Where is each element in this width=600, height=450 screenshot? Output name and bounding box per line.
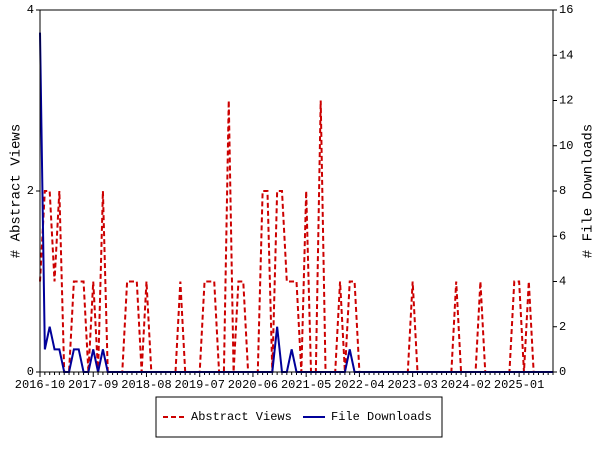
y-tick-label: 0 bbox=[27, 365, 34, 379]
y-axis-label: # Abstract Views bbox=[9, 124, 25, 258]
x-tick-label: 2022-04 bbox=[334, 378, 384, 392]
y2-tick-label: 12 bbox=[559, 94, 573, 108]
x-tick-label: 2016-10 bbox=[15, 378, 65, 392]
legend-label: File Downloads bbox=[331, 410, 432, 424]
x-tick-label: 2020-06 bbox=[228, 378, 278, 392]
y2-axis-label: # File Downloads bbox=[581, 124, 597, 258]
y-tick-label: 2 bbox=[27, 184, 34, 198]
y-tick-label: 4 bbox=[27, 3, 34, 17]
y2-tick-label: 6 bbox=[559, 229, 566, 243]
x-tick-label: 2021-05 bbox=[281, 378, 331, 392]
x-tick-label: 2024-02 bbox=[441, 378, 491, 392]
y2-tick-label: 0 bbox=[559, 365, 566, 379]
y2-tick-label: 4 bbox=[559, 275, 566, 289]
x-tick-label: 2018-08 bbox=[121, 378, 171, 392]
plot-frame bbox=[39, 9, 554, 373]
x-tick-label: 2025-01 bbox=[494, 378, 544, 392]
y2-tick-label: 8 bbox=[559, 184, 566, 198]
y2-tick-label: 2 bbox=[559, 320, 566, 334]
x-tick-label: 2017-09 bbox=[68, 378, 118, 392]
x-tick-label: 2019-07 bbox=[174, 378, 224, 392]
x-tick-label: 2023-03 bbox=[387, 378, 437, 392]
y2-tick-label: 16 bbox=[559, 3, 573, 17]
y2-tick-label: 10 bbox=[559, 139, 573, 153]
legend-label: Abstract Views bbox=[191, 410, 292, 424]
legend-box bbox=[155, 396, 443, 438]
y2-tick-label: 14 bbox=[559, 48, 573, 62]
